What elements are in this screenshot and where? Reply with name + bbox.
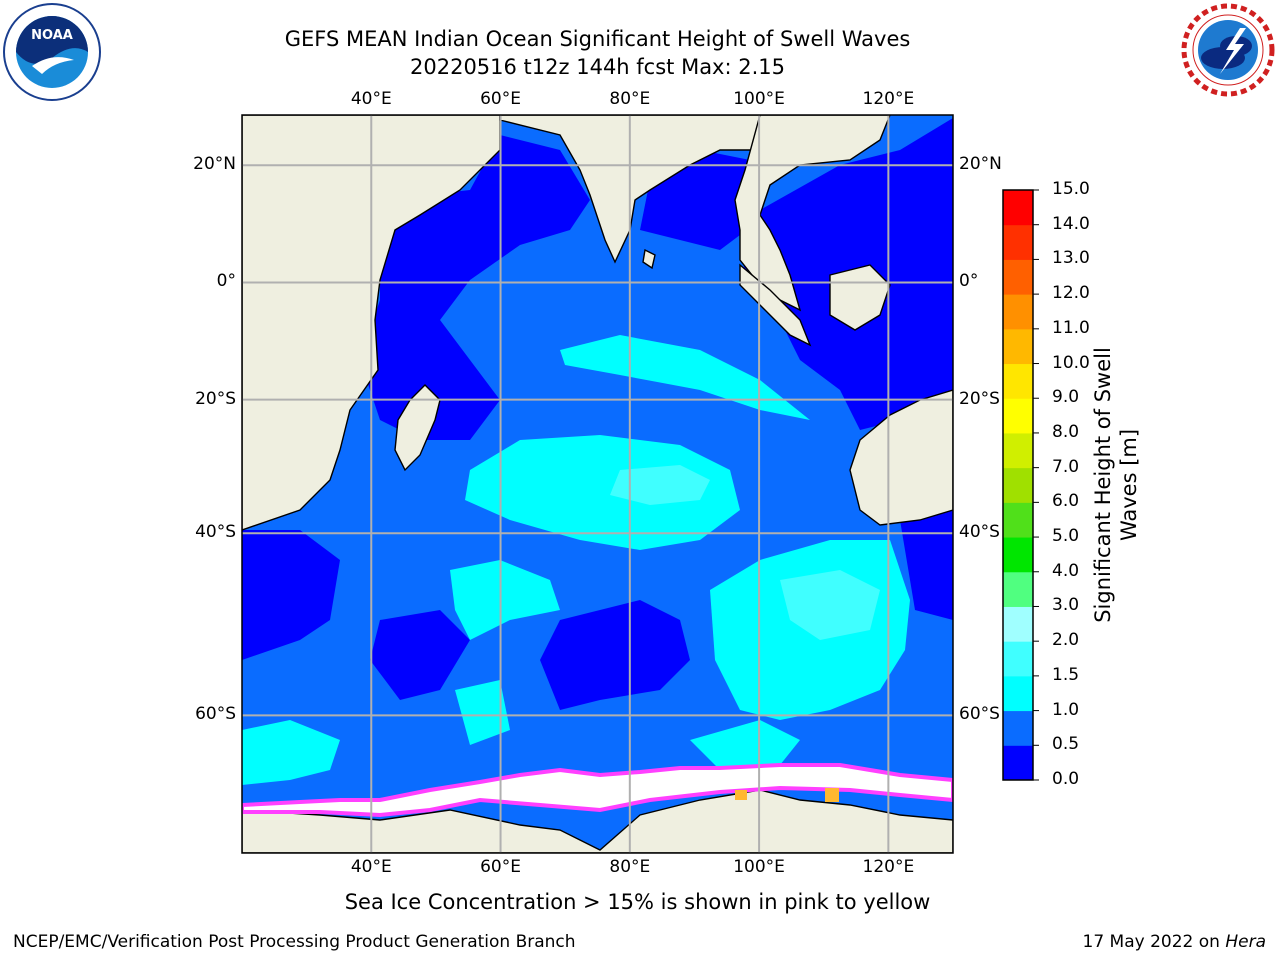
colorbar-tick-label: 15.0 bbox=[1052, 179, 1090, 199]
lon-tick-label: 120°E bbox=[862, 89, 915, 109]
lat-tick-label: 60°S bbox=[959, 704, 1000, 725]
lon-tick-label: 100°E bbox=[733, 89, 785, 109]
colorbar-segment bbox=[1003, 571, 1033, 607]
lat-tick-label: 0° bbox=[959, 271, 979, 292]
colorbar-segment bbox=[1003, 224, 1033, 260]
lon-tick-label: 80°E bbox=[609, 857, 651, 877]
lat-tick-label: 20°S bbox=[195, 388, 236, 409]
lon-tick-label: 60°E bbox=[480, 857, 521, 877]
colorbar-tick-label: 4.0 bbox=[1052, 560, 1080, 581]
nws-logo-icon bbox=[1180, 2, 1276, 98]
lat-tick-label: 0° bbox=[216, 271, 236, 292]
colorbar-tick-label: 5.0 bbox=[1052, 526, 1080, 547]
colorbar-segment bbox=[1003, 190, 1033, 226]
colorbar-segment bbox=[1003, 537, 1033, 573]
colorbar-segment bbox=[1003, 328, 1033, 365]
lat-tick-label: 20°N bbox=[959, 154, 1002, 175]
colorbar-segment bbox=[1003, 398, 1033, 434]
lon-tick-label: 40°E bbox=[350, 89, 392, 109]
colorbar-tick-label: 3.0 bbox=[1052, 595, 1080, 616]
colorbar-segment bbox=[1003, 641, 1033, 677]
colorbar bbox=[1002, 189, 1039, 781]
lon-tick-label: 40°E bbox=[350, 857, 392, 877]
colorbar-segment bbox=[1003, 259, 1033, 295]
colorbar-label-line2: Waves [m] bbox=[1117, 428, 1141, 542]
colorbar-tick-label: 0.0 bbox=[1052, 769, 1080, 789]
noaa-logo-text: NOAA bbox=[31, 28, 73, 43]
colorbar-tick-label: 1.0 bbox=[1052, 699, 1080, 720]
colorbar-tick-label: 14.0 bbox=[1052, 213, 1090, 234]
lat-tick-label: 20°N bbox=[193, 154, 236, 175]
colorbar-tick-label: 13.0 bbox=[1052, 248, 1090, 269]
chart-title: GEFS MEAN Indian Ocean Significant Heigh… bbox=[284, 27, 911, 51]
colorbar-tick-label: 10.0 bbox=[1052, 352, 1090, 373]
lat-tick-label: 40°S bbox=[195, 522, 236, 543]
colorbar-tick-label: 2.0 bbox=[1052, 630, 1080, 651]
lat-tick-label: 60°S bbox=[195, 704, 236, 725]
colorbar-tick-label: 1.5 bbox=[1052, 664, 1080, 685]
colorbar-tick-label: 7.0 bbox=[1052, 456, 1080, 477]
colorbar-tick-label: 11.0 bbox=[1052, 317, 1090, 338]
colorbar-ticks: 0.0 0.5 1.0 1.5 2.0 3.0 4.0 5.0 6.0 7.0 8.0 9.0 10.0… bbox=[1046, 179, 1106, 800]
colorbar-tick-label: 9.0 bbox=[1052, 387, 1080, 408]
footer-branch: NCEP/EMC/Verification Post Processing Pr… bbox=[13, 932, 576, 952]
lon-tick-label: 60°E bbox=[480, 89, 521, 109]
map-frame bbox=[241, 114, 954, 854]
colorbar-segment bbox=[1003, 606, 1033, 642]
colorbar-segment bbox=[1003, 363, 1033, 399]
lon-tick-label: 120°E bbox=[862, 857, 915, 877]
footer-date-text: 17 May 2022 on bbox=[1082, 932, 1226, 952]
colorbar-segment bbox=[1003, 745, 1033, 781]
sea-ice-band bbox=[242, 763, 953, 818]
colorbar-segment bbox=[1003, 294, 1033, 330]
lon-tick-label: 100°E bbox=[733, 857, 785, 877]
colorbar-segment bbox=[1003, 675, 1033, 712]
chart-subtitle: 20220516 t12z 144h fcst Max: 2.15 bbox=[410, 55, 785, 79]
colorbar-frame bbox=[1002, 189, 1034, 781]
footer-host: Hera bbox=[1225, 932, 1266, 952]
higher-swell-patches bbox=[610, 465, 880, 640]
colorbar-tick-label: 8.0 bbox=[1052, 421, 1080, 442]
lat-tick-label: 40°S bbox=[959, 522, 1000, 543]
colorbar-segment bbox=[1003, 710, 1033, 746]
sea-ice-note: Sea Ice Concentration > 15% is shown in … bbox=[344, 890, 931, 914]
colorbar-label-line1: Significant Height of Swell bbox=[1091, 347, 1115, 623]
colorbar-segment bbox=[1003, 432, 1033, 469]
lon-tick-label: 80°E bbox=[609, 89, 651, 109]
colorbar-tick-label: 6.0 bbox=[1052, 491, 1080, 512]
colorbar-tick-label: 0.5 bbox=[1052, 734, 1080, 755]
map-gridlines bbox=[242, 115, 953, 853]
colorbar-segment bbox=[1003, 502, 1033, 538]
colorbar-tick-label: 12.0 bbox=[1052, 283, 1090, 304]
sea-ice-high-patches bbox=[735, 788, 839, 802]
footer-date: 17 May 2022 on Hera bbox=[1083, 932, 1267, 952]
lat-tick-label: 20°S bbox=[959, 388, 1000, 409]
noaa-logo-icon: NOAA bbox=[3, 3, 101, 101]
colorbar-segment bbox=[1003, 467, 1033, 503]
